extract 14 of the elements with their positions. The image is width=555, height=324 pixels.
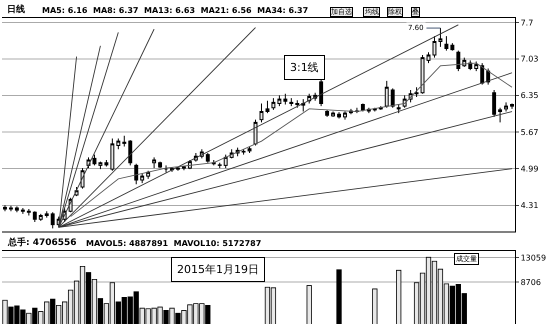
y-tick-label: 13059 [520,253,546,262]
y-tick-label: 5.67 [520,128,538,137]
chart-title: 日线 [7,4,25,15]
y-tick-label: 7.03 [520,54,538,64]
annotation: 3:1线 [290,61,319,74]
y-tick-label: 4.99 [520,164,538,174]
chart-subtitle: MA5: 6.16 MA8: 6.37 MA13: 6.63 MA21: 6.56 MA34: 6.37 [42,6,308,15]
y-tick-label: 8706 [520,278,541,287]
chart-subtitle: MAVOL5: 4887891 MAVOL10: 5172787 [86,239,262,248]
chart-title: 总手: 4706556 [7,237,77,248]
y-tick-label: 4.31 [520,201,538,210]
annotation: 2015年1月19日 [177,263,259,276]
y-tick-label: 6.35 [520,91,538,100]
y-tick-label: 7.7 [520,18,534,28]
